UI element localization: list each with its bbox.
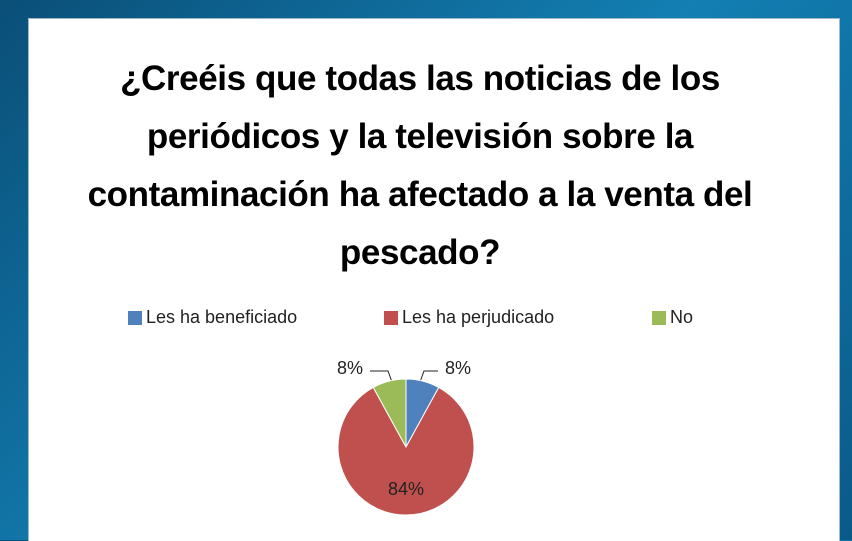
chart-title: ¿Creéis que todas las noticias de los pe…	[87, 59, 753, 272]
pie-slice	[337, 386, 475, 516]
legend-swatch	[128, 311, 142, 325]
leader-line	[419, 370, 438, 383]
legend-swatch	[384, 311, 398, 325]
leader-line	[370, 370, 393, 383]
data-label: 8%	[445, 358, 471, 378]
legend-label: Les ha beneficiado	[146, 307, 297, 327]
legend-label: No	[670, 307, 693, 327]
data-label: 8%	[337, 358, 363, 378]
data-label: 84%	[388, 479, 424, 499]
legend-swatch	[652, 311, 666, 325]
pie-slice	[372, 378, 407, 448]
legend-label: Les ha perjudicado	[402, 307, 554, 327]
